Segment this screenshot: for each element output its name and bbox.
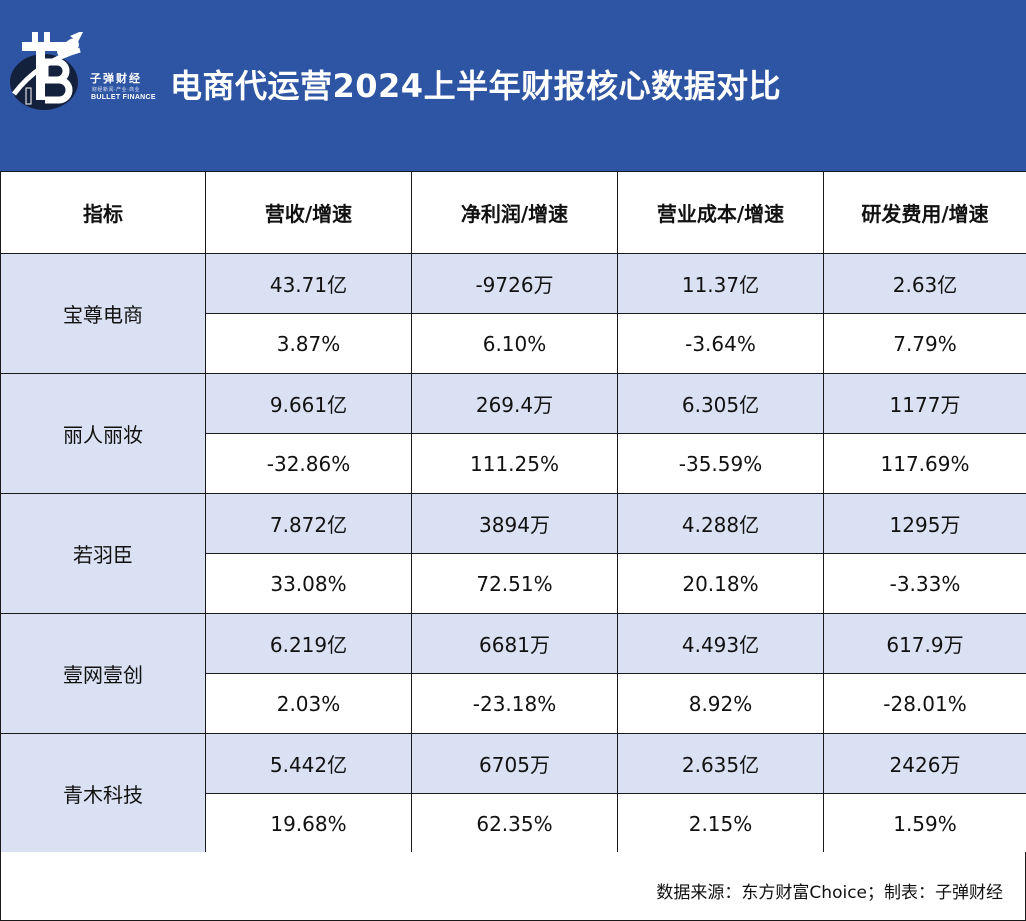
growth-cell: 1.59% — [823, 793, 1026, 854]
growth-cell: 20.18% — [617, 553, 824, 614]
column-header: 营收/增速 — [205, 171, 412, 254]
company-name: 宝尊电商 — [0, 253, 206, 374]
value-cell: 3894万 — [411, 493, 618, 554]
growth-cell: 111.25% — [411, 433, 618, 494]
growth-cell: 2.03% — [205, 673, 412, 734]
logo-tagline: 财经新闻·产业·商业 — [92, 87, 141, 93]
page-title: 电商代运营2024上半年财报核心数据对比 — [170, 67, 782, 105]
table-row: -32.86% 111.25% -35.59% 117.69% — [1, 433, 1026, 494]
company-name: 若羽臣 — [0, 493, 206, 614]
value-cell: 6705万 — [411, 733, 618, 794]
value-cell: 1295万 — [823, 493, 1026, 554]
table-row: 壹网壹创 6.219亿 6681万 4.493亿 617.9万 — [0, 613, 1026, 734]
value-cell: 4.288亿 — [617, 493, 824, 554]
growth-cell: 6.10% — [411, 313, 618, 374]
bullet-finance-logo: 子弹财经 财经新闻·产业·商业 BULLET FINANCE — [8, 30, 156, 114]
logo-brand-en: BULLET FINANCE — [91, 94, 156, 101]
value-cell: 617.9万 — [823, 613, 1026, 674]
company-name: 壹网壹创 — [0, 613, 206, 734]
growth-cell: -32.86% — [205, 433, 412, 494]
table-row: 宝尊电商 43.71亿 -9726万 11.37亿 2.63亿 — [0, 253, 1026, 374]
growth-cell: -28.01% — [823, 673, 1026, 734]
value-cell: 6.305亿 — [617, 373, 824, 434]
value-cell: 6.219亿 — [205, 613, 412, 674]
growth-cell: -3.33% — [823, 553, 1026, 614]
value-cell: 2.635亿 — [617, 733, 824, 794]
value-cell: 6681万 — [411, 613, 618, 674]
column-header: 营业成本/增速 — [617, 171, 824, 254]
growth-cell: 33.08% — [205, 553, 412, 614]
value-cell: -9726万 — [411, 253, 618, 314]
value-cell: 2.63亿 — [823, 253, 1026, 314]
value-cell: 2426万 — [823, 733, 1026, 794]
growth-cell: 19.68% — [205, 793, 412, 854]
growth-cell: -23.18% — [411, 673, 618, 734]
financial-comparison-table: 指标 营收/增速 净利润/增速 营业成本/增速 研发费用/增速 宝尊电商 43.… — [0, 171, 1026, 854]
table-row: 2.03% -23.18% 8.92% -28.01% — [1, 673, 1026, 734]
table-row: 丽人丽妆 9.661亿 269.4万 6.305亿 1177万 — [0, 373, 1026, 494]
data-source-note: 数据来源：东方财富Choice；制表：子弹财经 — [656, 883, 1003, 903]
value-cell: 5.442亿 — [205, 733, 412, 794]
value-cell: 4.493亿 — [617, 613, 824, 674]
value-cell: 11.37亿 — [617, 253, 824, 314]
company-name: 丽人丽妆 — [0, 373, 206, 494]
company-name: 青木科技 — [0, 733, 206, 854]
growth-cell: 72.51% — [411, 553, 618, 614]
footer: 数据来源：东方财富Choice；制表：子弹财经 — [0, 852, 1026, 921]
table-row: 19.68% 62.35% 2.15% 1.59% — [1, 793, 1026, 854]
growth-cell: 7.79% — [823, 313, 1026, 374]
value-cell: 43.71亿 — [205, 253, 412, 314]
growth-cell: 8.92% — [617, 673, 824, 734]
table-header-row: 指标 营收/增速 净利润/增速 营业成本/增速 研发费用/增速 — [0, 171, 1026, 254]
growth-cell: 117.69% — [823, 433, 1026, 494]
growth-cell: 62.35% — [411, 793, 618, 854]
value-cell: 1177万 — [823, 373, 1026, 434]
growth-cell: -35.59% — [617, 433, 824, 494]
growth-cell: 3.87% — [205, 313, 412, 374]
growth-cell: -3.64% — [617, 313, 824, 374]
column-header: 指标 — [0, 171, 206, 254]
header-banner: 子弹财经 财经新闻·产业·商业 BULLET FINANCE 电商代运营2024… — [0, 0, 1026, 171]
bullet-logo-icon — [10, 30, 84, 110]
table-row: 若羽臣 7.872亿 3894万 4.288亿 1295万 — [0, 493, 1026, 614]
value-cell: 9.661亿 — [205, 373, 412, 434]
table-row: 3.87% 6.10% -3.64% 7.79% — [1, 313, 1026, 374]
table-row: 青木科技 5.442亿 6705万 2.635亿 2426万 — [0, 733, 1026, 854]
value-cell: 7.872亿 — [205, 493, 412, 554]
logo-brand-cn: 子弹财经 — [90, 72, 142, 85]
table-row: 33.08% 72.51% 20.18% -3.33% — [1, 553, 1026, 614]
value-cell: 269.4万 — [411, 373, 618, 434]
column-header: 研发费用/增速 — [823, 171, 1026, 254]
growth-cell: 2.15% — [617, 793, 824, 854]
column-header: 净利润/增速 — [411, 171, 618, 254]
